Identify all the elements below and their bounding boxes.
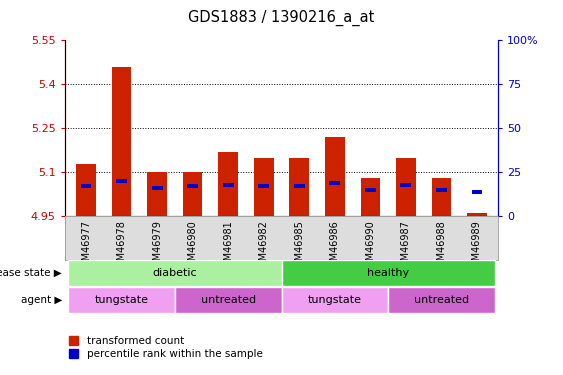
- Bar: [388, 287, 495, 313]
- Bar: [183, 172, 203, 216]
- Text: GSM46987: GSM46987: [401, 220, 411, 273]
- Bar: [282, 287, 388, 313]
- Bar: [365, 188, 376, 192]
- Text: diabetic: diabetic: [153, 268, 197, 278]
- Bar: [289, 158, 309, 216]
- Bar: [396, 158, 415, 216]
- Text: GSM46980: GSM46980: [187, 220, 198, 273]
- Bar: [68, 287, 175, 313]
- Bar: [258, 184, 269, 188]
- Bar: [436, 188, 447, 192]
- Text: GSM46982: GSM46982: [259, 220, 269, 273]
- Text: tungstate: tungstate: [308, 295, 362, 305]
- Text: GSM46979: GSM46979: [152, 220, 162, 273]
- Text: GSM46985: GSM46985: [294, 220, 304, 273]
- Bar: [294, 184, 305, 188]
- Text: GSM46988: GSM46988: [436, 220, 446, 273]
- Text: tungstate: tungstate: [95, 295, 149, 305]
- Text: GSM46978: GSM46978: [117, 220, 127, 273]
- Text: GSM46986: GSM46986: [330, 220, 340, 273]
- Bar: [218, 152, 238, 216]
- Text: GSM46989: GSM46989: [472, 220, 482, 273]
- Text: untreated: untreated: [200, 295, 256, 305]
- Bar: [223, 183, 234, 187]
- Bar: [329, 181, 340, 185]
- Text: GDS1883 / 1390216_a_at: GDS1883 / 1390216_a_at: [188, 9, 375, 26]
- Text: GSM46990: GSM46990: [365, 220, 376, 273]
- Bar: [472, 190, 482, 194]
- Text: agent ▶: agent ▶: [21, 295, 62, 305]
- Text: GSM46977: GSM46977: [81, 220, 91, 273]
- Bar: [432, 178, 451, 216]
- Legend: transformed count, percentile rank within the sample: transformed count, percentile rank withi…: [65, 332, 267, 363]
- Bar: [152, 186, 163, 190]
- Bar: [175, 287, 282, 313]
- Bar: [325, 137, 345, 216]
- Bar: [282, 260, 495, 286]
- Bar: [360, 178, 380, 216]
- Bar: [116, 179, 127, 183]
- Bar: [112, 67, 131, 216]
- Text: disease state ▶: disease state ▶: [0, 268, 62, 278]
- Bar: [68, 260, 282, 286]
- Bar: [187, 184, 198, 188]
- Bar: [148, 172, 167, 216]
- Bar: [77, 164, 96, 216]
- Text: untreated: untreated: [414, 295, 469, 305]
- Bar: [254, 158, 274, 216]
- Bar: [467, 213, 486, 216]
- Text: GSM46981: GSM46981: [223, 220, 233, 273]
- Bar: [400, 183, 411, 187]
- Bar: [81, 184, 91, 188]
- Text: healthy: healthy: [367, 268, 409, 278]
